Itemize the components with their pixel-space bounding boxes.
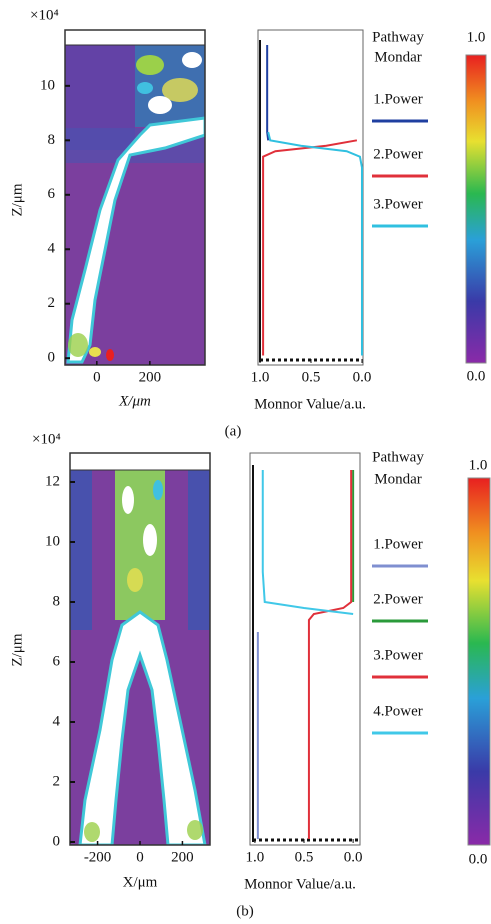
field-frame xyxy=(64,29,206,366)
y-tick-label: 0 xyxy=(53,833,61,849)
y-tick-label: 2 xyxy=(53,773,61,789)
y-tick-label: 0 xyxy=(48,350,56,366)
legend-label: 4.Power xyxy=(373,703,423,719)
x-tick-label: 1.0 xyxy=(246,849,265,865)
x-tick-label: 0 xyxy=(93,369,101,385)
x-tick-label: 0.5 xyxy=(302,369,321,385)
y-multiplier: ×10⁴ xyxy=(30,7,59,23)
x-tick-label: 200 xyxy=(171,849,194,865)
series-line xyxy=(267,131,363,356)
legend-title: Pathway xyxy=(372,449,424,465)
y-tick-label: 10 xyxy=(45,533,60,549)
x-tick-label: 0.0 xyxy=(344,849,363,865)
x-axis-label: Monnor Value/a.u. xyxy=(254,396,366,412)
caption: (a) xyxy=(225,423,242,439)
colorbar-label: 1.0 xyxy=(469,457,488,473)
x-tick-label: 0.0 xyxy=(353,369,372,385)
y-tick-label: 2 xyxy=(48,295,56,311)
y-tick-label: 6 xyxy=(48,186,56,202)
x-tick-label: 0 xyxy=(136,849,144,865)
series-line xyxy=(261,470,354,615)
y-multiplier: ×10⁴ xyxy=(32,431,61,447)
monitor-frame xyxy=(249,452,361,846)
series-line xyxy=(307,470,353,839)
colorbar xyxy=(467,477,491,846)
x-tick-label: 0.5 xyxy=(295,849,314,865)
monitor-frame xyxy=(257,29,364,366)
colorbar-label: 0.0 xyxy=(467,368,486,384)
legend-label: 3.Power xyxy=(373,647,423,663)
legend-label: 1.Power xyxy=(373,91,423,107)
y-tick-label: 10 xyxy=(40,77,55,93)
legend-title: Pathway xyxy=(372,29,424,45)
x-tick-label: 1.0 xyxy=(251,369,270,385)
field-image xyxy=(70,470,210,845)
x-tick-label: 200 xyxy=(139,369,162,385)
legend-label: 1.Power xyxy=(373,536,423,552)
colorbar-label: 0.0 xyxy=(469,851,488,867)
legend-title: Mondar xyxy=(374,49,422,65)
y-tick-label: 12 xyxy=(45,473,60,489)
y-tick-label: 4 xyxy=(53,713,61,729)
field-image xyxy=(65,45,205,365)
y-tick-label: 8 xyxy=(53,593,61,609)
colorbar-label: 1.0 xyxy=(467,29,486,45)
x-axis-label: Monnor Value/a.u. xyxy=(244,876,356,892)
legend-label: 2.Power xyxy=(373,146,423,162)
legend-label: 2.Power xyxy=(373,591,423,607)
x-axis-label: X/μm xyxy=(123,874,158,890)
legend-title: Mondar xyxy=(374,471,422,487)
series-line xyxy=(266,45,270,141)
y-tick-label: 8 xyxy=(48,132,56,148)
x-tick-label: -200 xyxy=(84,849,112,865)
y-tick-label: 4 xyxy=(48,241,56,257)
caption: (b) xyxy=(236,903,254,919)
colorbar xyxy=(465,54,487,364)
x-axis-label: X/μm xyxy=(118,393,151,409)
series-line xyxy=(262,139,358,356)
y-tick-label: 6 xyxy=(53,653,61,669)
y-axis-label: Z/μm xyxy=(9,183,25,216)
legend-label: 3.Power xyxy=(373,196,423,212)
y-axis-label: Z/μm xyxy=(9,633,25,666)
